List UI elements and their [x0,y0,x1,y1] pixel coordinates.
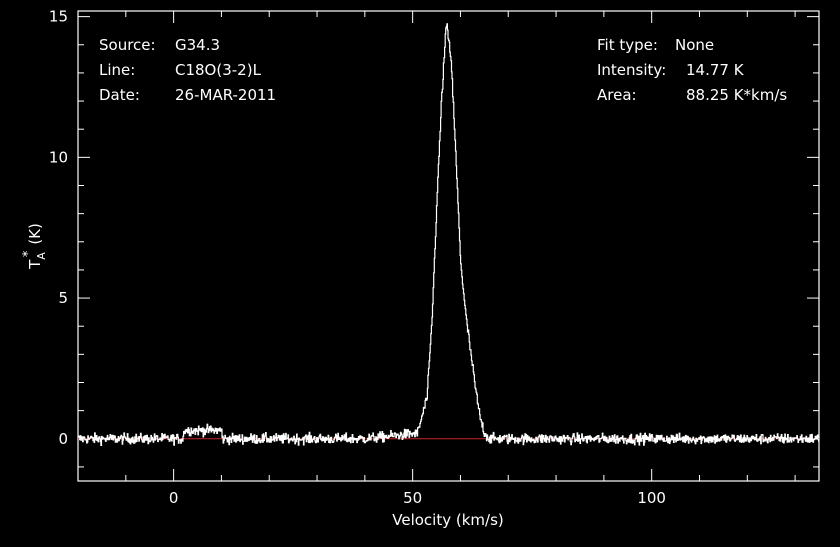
x-axis-label: Velocity (km/s) [392,511,503,529]
source-value: G34.3 [175,36,220,54]
date-value: 26-MAR-2011 [175,86,276,104]
y-axis-subscript: A [35,252,48,260]
area-value: 88.25 K*km/s [686,86,787,104]
intensity-key: Intensity: [597,61,666,79]
y-axis-symbol: T [26,259,44,270]
y-tick-label: 5 [58,289,68,307]
tick-labels: 0 50 100 0 5 10 15 [49,8,666,507]
x-tick-label: 50 [403,489,422,507]
line-key: Line: [99,61,135,79]
svg-text:TA*(K): TA* (K) [21,223,48,270]
y-axis-superscript: * [21,250,36,257]
axis-ticks [77,11,819,481]
date-key: Date: [99,86,140,104]
fit-type-value: None [675,36,714,54]
plot-frame [77,10,820,482]
y-axis-unit: (K) [26,223,44,245]
line-value: C18O(3-2)L [175,61,262,79]
y-tick-label: 0 [58,430,68,448]
x-tick-label: 0 [169,489,179,507]
spectrum-line [77,23,820,446]
info-right: Fit type: None Intensity: 14.77 K Area: … [597,36,787,104]
y-tick-label: 15 [49,8,68,26]
y-axis-label: TA* (K) [21,223,48,270]
info-left: Source: G34.3 Line: C18O(3-2)L Date: 26-… [99,36,276,104]
intensity-value: 14.77 K [686,61,745,79]
x-tick-label: 100 [637,489,666,507]
source-key: Source: [99,36,156,54]
fit-type-key: Fit type: [597,36,658,54]
area-key: Area: [597,86,637,104]
y-tick-label: 10 [49,148,68,166]
